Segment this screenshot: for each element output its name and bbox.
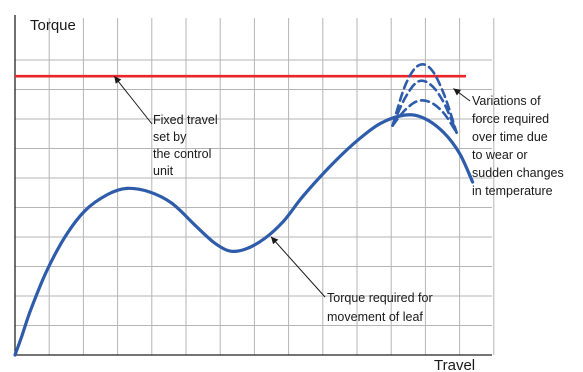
annotation-line: to wear or (472, 148, 528, 162)
arrow-line (113, 75, 153, 125)
annotation-line: Fixed travel (153, 113, 218, 127)
annotation-arrows (113, 75, 471, 298)
annotation-line: Variations of (472, 94, 541, 108)
grid (15, 18, 495, 355)
y-axis-label: Torque (30, 17, 76, 34)
axes (14, 15, 492, 356)
arrow-line (270, 236, 326, 298)
arrow-head (114, 76, 122, 84)
annotation-variations: Variations of force required over time d… (472, 94, 567, 198)
arrow-head (453, 88, 462, 96)
annotation-line: over time due (472, 130, 548, 144)
annotation-line: sudden changes (472, 166, 564, 180)
annotation-line: Torque required for (327, 291, 433, 305)
variation-curve-1 (391, 99, 458, 134)
series-group (13, 62, 475, 357)
annotation-line: movement of leaf (327, 310, 423, 324)
x-axis-label: Travel (434, 357, 475, 372)
annotation-line: in temperature (472, 184, 553, 198)
annotation-line: force required (472, 112, 549, 126)
variation-curve-3 (391, 62, 458, 134)
arrow-head (271, 236, 279, 245)
annotation-torque-required: Torque required for movement of leaf (327, 291, 436, 324)
annotation-line: set by (153, 130, 187, 144)
variation-curve-2 (391, 79, 458, 134)
annotation-line: the control (153, 147, 211, 161)
annotation-fixed-travel: Fixed travel set by the control unit (153, 113, 221, 178)
torque-curve (13, 113, 475, 357)
annotation-line: unit (153, 164, 174, 178)
